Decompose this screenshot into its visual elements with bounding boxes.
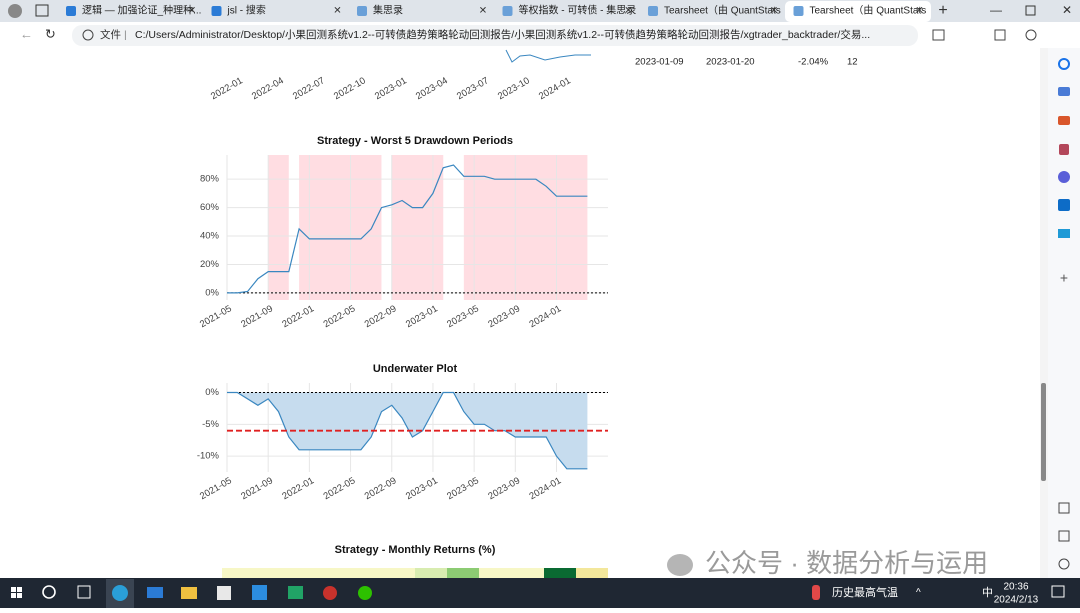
tab-title[interactable]: jsl - 搜索 <box>227 4 266 17</box>
watermark: 公众号 · 数据分析与运用 <box>705 548 988 578</box>
drawdown-period <box>391 155 444 300</box>
svg-text:+: + <box>1060 270 1068 286</box>
info-icon <box>82 29 94 41</box>
series-line <box>227 164 588 294</box>
tab-favicon[interactable] <box>793 6 804 16</box>
close[interactable]: ✕ <box>1062 3 1072 17</box>
y-tick-label: 60% <box>200 202 220 213</box>
x-tick-label: 2022-04 <box>250 75 286 102</box>
refresh[interactable]: ↻ <box>45 26 56 41</box>
tab-favicon[interactable] <box>66 6 76 16</box>
y-tick-label: 40% <box>200 231 220 242</box>
x-tick-label: 2023-05 <box>445 303 481 330</box>
y-tick-label: -10% <box>197 451 220 462</box>
clock-time[interactable]: 20:36 <box>1003 582 1028 593</box>
x-tick-label: 2023-05 <box>445 475 481 502</box>
scroll-thumb[interactable] <box>1041 383 1046 481</box>
x-tick-label: 2023-04 <box>414 75 450 102</box>
back[interactable]: ← <box>20 26 33 41</box>
clock-date[interactable]: 2024/2/13 <box>994 595 1039 606</box>
wechat-icon <box>667 554 693 576</box>
tab-close[interactable]: ✕ <box>188 6 196 17</box>
scrollbar[interactable] <box>1040 48 1048 578</box>
chart-title: Strategy - Worst 5 Drawdown Periods <box>317 135 513 147</box>
y-tick-label: 0% <box>205 387 219 398</box>
x-tick-label: 2021-05 <box>198 475 234 502</box>
tab-favicon[interactable] <box>502 6 513 16</box>
x-tick-label: 2022-05 <box>322 303 358 330</box>
x-tick-label: 2022-01 <box>280 475 316 502</box>
address-box[interactable] <box>72 25 918 46</box>
x-tick-label: 2024-01 <box>528 475 564 502</box>
series-line <box>227 391 588 470</box>
x-tick-label: 2022-01 <box>280 303 316 330</box>
x-tick-label: 2022-09 <box>363 303 399 330</box>
toolbar-icons <box>932 29 1037 41</box>
y-tick-label: 0% <box>205 287 219 298</box>
table-cell: 2023-01-09 <box>635 57 684 68</box>
tab-close[interactable]: ✕ <box>333 6 341 17</box>
taskbar-icons[interactable] <box>11 579 820 608</box>
notifications[interactable] <box>1051 585 1065 598</box>
x-tick-label: 2022-01 <box>209 75 245 102</box>
sidebar <box>1048 48 1080 578</box>
x-tick-label: 2022-10 <box>332 75 368 102</box>
sidebar-icons[interactable]: + <box>1058 58 1070 570</box>
table-cell: -2.04% <box>798 57 829 68</box>
tab-favicon[interactable] <box>357 6 367 16</box>
tab-favicon[interactable] <box>648 6 658 16</box>
x-tick-label: 2024-01 <box>537 75 573 102</box>
active-tab[interactable] <box>785 1 931 22</box>
x-tick-label: 2022-09 <box>363 475 399 502</box>
chart-title: Underwater Plot <box>373 363 458 375</box>
sep: | <box>124 29 127 41</box>
tab-close[interactable]: ✕ <box>915 6 923 17</box>
tab-close[interactable]: ✕ <box>624 6 632 17</box>
address-label: 文件 <box>100 28 121 41</box>
heatmap-strip <box>222 568 608 578</box>
y-tick-label: 20% <box>200 259 220 270</box>
top-chart-line-partial <box>505 49 591 63</box>
x-tick-label: 2023-09 <box>486 475 522 502</box>
y-tick-label: 80% <box>200 174 220 185</box>
minimize[interactable]: — <box>990 3 1002 17</box>
x-tick-label: 2023-09 <box>486 303 522 330</box>
tab-title[interactable]: 集思录 <box>373 4 403 17</box>
x-tick-label: 2022-05 <box>322 475 358 502</box>
table-cell: 12 <box>847 57 858 68</box>
x-tick-label: 2023-01 <box>373 75 409 102</box>
tab-title[interactable]: Tearsheet（由 QuantStats <box>810 4 927 17</box>
new-tab[interactable]: + <box>938 2 947 19</box>
x-tick-label: 2023-07 <box>455 75 491 102</box>
profile-icon[interactable] <box>8 4 22 18</box>
x-tick-label: 2021-05 <box>198 303 234 330</box>
tab-title[interactable]: 等权指数 - 可转债 - 集思录 <box>519 4 637 17</box>
table-cell: 2023-01-20 <box>706 57 755 68</box>
tab-actions[interactable] <box>35 4 49 17</box>
tab-close[interactable]: ✕ <box>770 6 778 17</box>
x-tick-label: 2024-01 <box>528 303 564 330</box>
x-tick-label: 2023-01 <box>404 475 440 502</box>
tab-close[interactable]: ✕ <box>479 6 487 17</box>
drawdown-period <box>299 155 382 300</box>
drawdown-period <box>268 155 289 300</box>
taskbar <box>0 578 1080 608</box>
maximize[interactable] <box>1025 5 1036 16</box>
url: C:/Users/Administrator/Desktop/小果回测系统v1.… <box>135 28 870 41</box>
x-tick-label: 2021-09 <box>239 475 275 502</box>
y-tick-label: -5% <box>202 419 219 430</box>
ime[interactable]: 中 <box>982 586 993 599</box>
x-tick-label: 2022-07 <box>291 75 327 102</box>
tab-favicon[interactable] <box>211 6 222 16</box>
weather[interactable]: 历史最高气温 <box>832 585 898 599</box>
x-tick-label: 2023-01 <box>404 303 440 330</box>
x-tick-label: 2023-10 <box>496 75 532 102</box>
tray-arrow[interactable]: ^ <box>916 588 921 599</box>
x-tick-label: 2021-09 <box>239 303 275 330</box>
monthly-title: Strategy - Monthly Returns (%) <box>335 544 496 556</box>
tab-title[interactable]: Tearsheet（由 QuantStats <box>664 4 781 17</box>
tab-title[interactable]: 逻辑 — 加强论证_种理种... <box>82 4 201 17</box>
